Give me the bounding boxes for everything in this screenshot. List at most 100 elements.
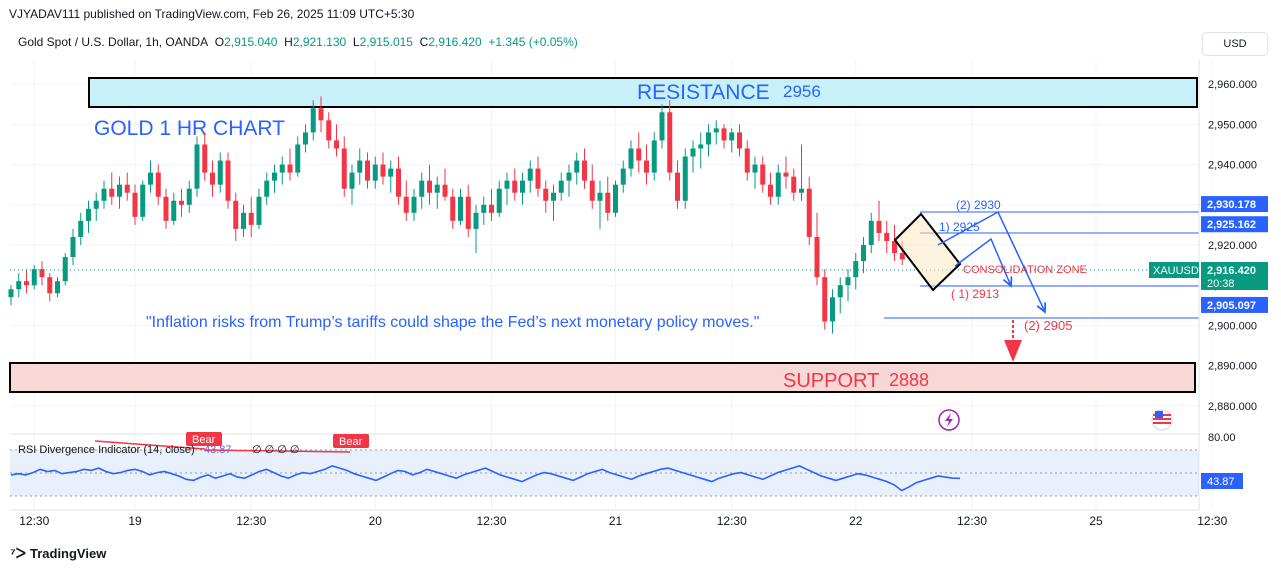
rsi-value-badge: 43.87 [1201, 473, 1243, 489]
candle-body [799, 188, 804, 193]
time-tick-label: 12:30 [957, 514, 987, 528]
candle-body [117, 184, 122, 197]
candle-body [248, 212, 254, 225]
price-badge-box [1201, 296, 1268, 313]
candle-body [489, 204, 494, 213]
candle-body [667, 112, 673, 173]
candle-body [132, 192, 138, 217]
candle-body [713, 128, 719, 133]
candle-body [380, 164, 386, 177]
last-price-badge: XAUUSD 2,916.420 20:38 [1149, 262, 1268, 290]
candle-body [31, 269, 37, 286]
candle-body [434, 184, 440, 193]
candle-body [155, 172, 161, 197]
candle-body [582, 160, 587, 181]
candle-body [768, 184, 773, 197]
projection-path-lower [937, 210, 1045, 312]
candle-body [822, 277, 828, 322]
candle-body [845, 277, 851, 286]
price-tick-label: 2,940.000 [1208, 160, 1257, 172]
tradingview-brand[interactable]: ⁷ᐳ TradingView [10, 545, 106, 562]
candle-body [39, 269, 45, 278]
candle-body [357, 160, 363, 173]
symbol-name[interactable]: Gold Spot / U.S. Dollar, 1h, OANDA [18, 35, 209, 49]
countdown: 20:38 [1207, 278, 1235, 290]
close-label: C [419, 35, 429, 49]
candle-body [806, 188, 812, 237]
candle-body [450, 196, 456, 221]
candle-body [659, 112, 665, 141]
time-tick-label: 12:30 [19, 514, 49, 528]
svg-text:Bear: Bear [339, 436, 363, 448]
candle-body [752, 164, 758, 173]
us-flag-icon[interactable] [1151, 409, 1173, 431]
candle-body [496, 188, 502, 213]
rsi-legend[interactable]: RSI Divergence Indicator (14, close) [18, 444, 195, 456]
close-value: 2,916.420 [428, 35, 482, 49]
candle-body [504, 180, 510, 189]
candle-body [101, 188, 107, 201]
candle-body [853, 261, 859, 278]
candle-body [55, 281, 60, 294]
currency-button[interactable]: USD [1202, 32, 1268, 56]
candle-body [372, 164, 378, 181]
candle-body [272, 172, 277, 181]
price-tick-label: 2,950.000 [1208, 119, 1257, 131]
target-2925-label: 1) 2925 [939, 220, 980, 234]
red-arrow-icon [1004, 340, 1022, 362]
candle-body [721, 128, 727, 141]
time-tick-label: 12:30 [476, 514, 506, 528]
candle-body [217, 160, 223, 185]
candle-body [388, 168, 394, 177]
candle-body [62, 257, 68, 282]
candle-body [349, 172, 355, 189]
candle-body [396, 168, 401, 197]
time-tick-label: 19 [128, 514, 142, 528]
candle-body [458, 196, 463, 221]
candle-body [93, 200, 99, 209]
chart-title: GOLD 1 HR CHART [94, 117, 285, 140]
candle-body [287, 164, 293, 173]
candle-body [644, 160, 649, 173]
candles-group [8, 96, 905, 334]
candle-body [295, 144, 301, 173]
rsi-line [10, 465, 961, 492]
change-value: +1.345 (+0.05%) [488, 35, 578, 49]
price-tick-label: 2,890.000 [1208, 361, 1257, 373]
price-badge-box [1201, 196, 1268, 213]
support-zone [9, 362, 1196, 393]
flash-icon[interactable] [938, 409, 960, 431]
price-badge-value: 2,905.097 [1207, 300, 1256, 312]
target-2905-label: (2) 2905 [1024, 318, 1072, 333]
candle-body [527, 168, 533, 181]
candle-body [202, 144, 208, 173]
time-tick-label: 22 [849, 514, 863, 528]
candle-body [419, 180, 425, 197]
candle-body [892, 240, 897, 254]
support-label: SUPPORT [783, 370, 879, 392]
candle-body [303, 132, 308, 145]
candle-body [551, 192, 556, 201]
time-tick-label: 20 [369, 514, 383, 528]
candle-body [566, 172, 572, 181]
candle-body [473, 212, 479, 229]
candle-body [744, 148, 750, 173]
candle-body [241, 212, 246, 229]
candle-body [620, 168, 626, 185]
candle-body [365, 160, 370, 181]
candle-body [264, 180, 270, 197]
divergence-line-2 [204, 449, 351, 453]
candle-body [636, 148, 642, 161]
candle-body [628, 148, 634, 169]
candle-body [70, 236, 76, 258]
time-axis[interactable]: 12:30 19 12:30 20 12:30 21 12:30 22 12:30 25 12:30… [19, 514, 1281, 528]
price-axis[interactable]: 2,960.0002,950.0002,940.0002,930.0002,92… [1208, 79, 1257, 413]
price-tick-label: 2,900.000 [1208, 320, 1257, 332]
candle-body [109, 188, 115, 197]
low-value: 2,915.015 [359, 35, 413, 49]
candle-body [47, 277, 53, 294]
candle-body [481, 204, 487, 213]
low-label: L [352, 35, 360, 49]
